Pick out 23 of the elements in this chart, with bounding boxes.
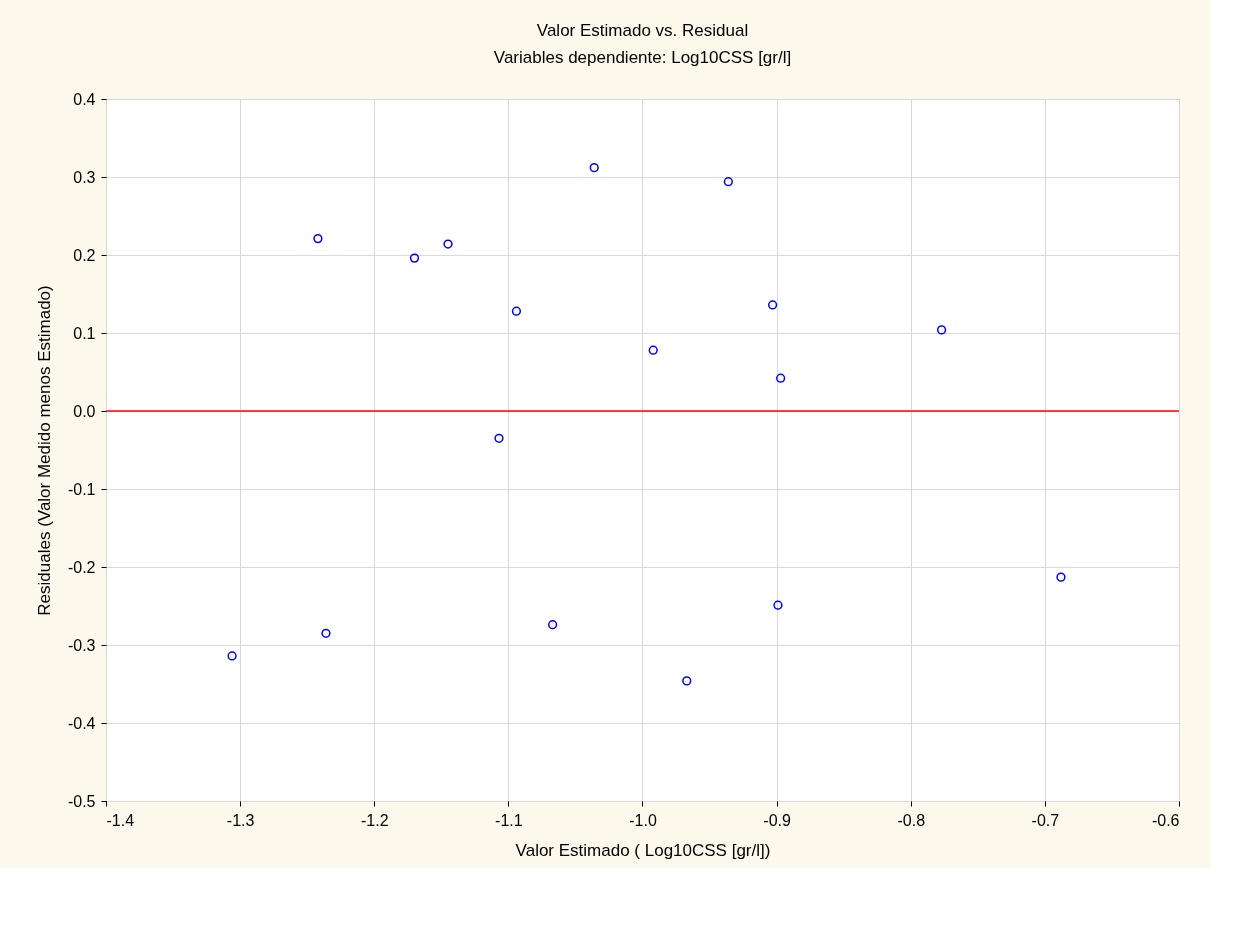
y-tick-label: -0.2: [67, 558, 96, 576]
chart-subtitle: Variables dependiente: Log10CSS [gr/l]: [493, 48, 792, 67]
y-tick-label: -0.1: [67, 480, 96, 498]
y-tick-label: 0.2: [73, 246, 96, 264]
x-axis-title: Valor Estimado ( Log10CSS [gr/l]): [515, 840, 771, 860]
x-tick-label: -1.2: [360, 811, 389, 829]
x-tick-label: -0.8: [897, 811, 926, 829]
x-tick-label: -1.3: [226, 811, 255, 829]
x-tick-label: -0.7: [1031, 811, 1060, 829]
y-axis-title: Residuales (Valor Medido menos Estimado): [34, 285, 54, 616]
y-tick-label: -0.4: [67, 714, 96, 732]
x-tick-label: -1.0: [629, 811, 657, 829]
y-tick-label: -0.5: [67, 792, 96, 810]
x-tick-label: -1.1: [495, 811, 523, 829]
y-tick-label: 0.0: [73, 402, 96, 420]
x-tick-label: -0.9: [763, 811, 792, 829]
x-tick-label: -0.6: [1151, 811, 1180, 829]
y-tick-label: -0.3: [67, 636, 96, 654]
y-tick-label: 0.4: [73, 90, 96, 108]
y-tick-label: 0.1: [73, 324, 96, 342]
chart-title: Valor Estimado vs. Residual: [536, 21, 749, 40]
x-tick-label: -1.4: [106, 811, 135, 829]
y-tick-label: 0.3: [73, 168, 96, 186]
